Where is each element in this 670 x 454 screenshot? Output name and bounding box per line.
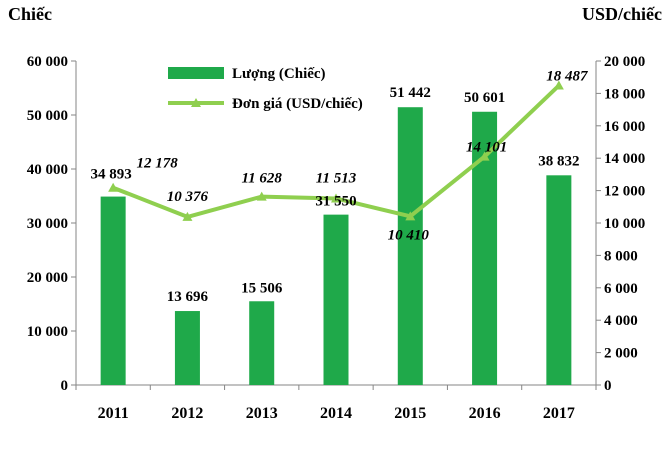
bar-value-label: 15 506 <box>241 280 283 296</box>
bar-value-label: 31 550 <box>315 194 356 210</box>
line-value-label: 11 513 <box>316 170 357 186</box>
bar-value-label: 50 601 <box>464 90 505 106</box>
line-value-label: 12 178 <box>137 156 179 172</box>
right-tick-label: 4 000 <box>604 313 638 329</box>
right-tick-label: 16 000 <box>604 119 645 135</box>
line-value-label: 11 628 <box>241 171 282 187</box>
price-point <box>182 211 193 221</box>
price-point <box>331 193 341 203</box>
left-axis-unit: Chiếc <box>8 4 52 24</box>
bar <box>397 107 423 386</box>
price-point <box>405 211 416 221</box>
price-point <box>256 191 267 201</box>
x-tick-label: 2017 <box>543 405 575 422</box>
bar <box>249 301 275 385</box>
right-tick-label: 18 000 <box>604 86 645 102</box>
bar <box>174 311 200 385</box>
bar <box>100 196 126 385</box>
left-tick-label: 40 000 <box>27 162 68 178</box>
legend-bar-label: Lượng (Chiếc) <box>232 66 326 82</box>
line-value-label: 18 487 <box>546 69 588 85</box>
left-tick-label: 10 000 <box>27 324 68 340</box>
right-tick-label: 0 <box>604 378 612 394</box>
line-value-label: 14 101 <box>466 140 507 156</box>
right-tick-label: 2 000 <box>604 346 638 362</box>
legend-bar-swatch <box>168 67 224 79</box>
right-axis-unit: USD/chiếc <box>582 4 662 24</box>
right-tick-label: 10 000 <box>604 216 645 232</box>
left-tick-label: 20 000 <box>27 270 68 286</box>
legend-line-marker <box>191 98 201 107</box>
price-point <box>479 151 490 161</box>
right-tick-label: 6 000 <box>604 281 638 297</box>
x-tick-label: 2011 <box>98 405 129 422</box>
bar-value-label: 38 832 <box>538 153 579 169</box>
price-point <box>108 182 119 192</box>
line-value-label: 10 410 <box>388 227 430 243</box>
x-tick-label: 2016 <box>469 405 501 422</box>
bar-value-label: 34 893 <box>91 167 132 183</box>
left-tick-label: 30 000 <box>27 216 68 232</box>
left-tick-label: 0 <box>61 378 69 394</box>
right-tick-label: 8 000 <box>604 248 638 264</box>
price-point <box>553 80 564 90</box>
right-tick-label: 20 000 <box>604 54 645 70</box>
x-tick-label: 2012 <box>171 405 203 422</box>
legend-line-label: Đơn giá (USD/chiếc) <box>232 96 363 112</box>
x-tick-label: 2014 <box>320 405 352 422</box>
line-value-label: 10 376 <box>167 189 209 205</box>
right-tick-label: 14 000 <box>604 151 645 167</box>
bar-value-label: 13 696 <box>167 289 209 305</box>
x-tick-label: 2013 <box>246 405 278 422</box>
bar-value-label: 51 442 <box>390 85 431 101</box>
bar <box>323 214 349 385</box>
x-tick-label: 2015 <box>394 405 426 422</box>
left-tick-label: 60 000 <box>27 54 68 70</box>
bar <box>546 175 572 385</box>
right-tick-label: 12 000 <box>604 184 645 200</box>
left-tick-label: 50 000 <box>27 108 68 124</box>
